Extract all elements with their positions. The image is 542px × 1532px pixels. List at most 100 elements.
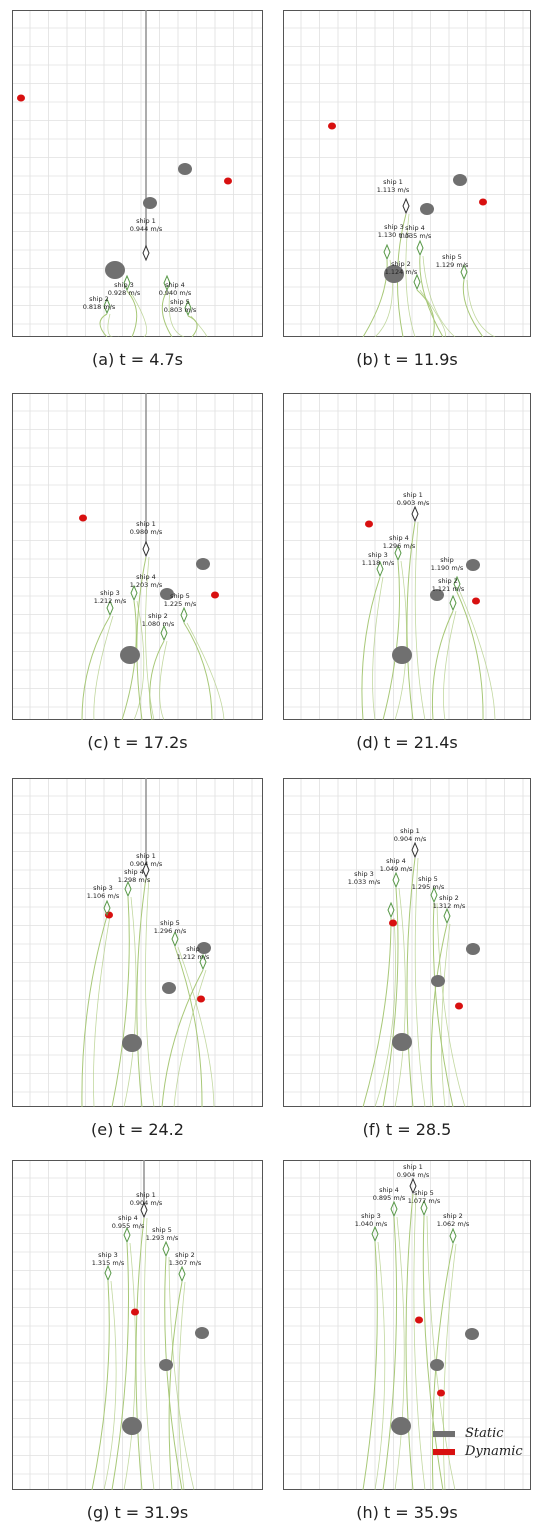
ship-name-label: ship 2: [391, 260, 411, 268]
static-obstacle: [178, 163, 192, 175]
trajectory-trail: [394, 887, 406, 1107]
ship-speed-label: 0.895 m/s: [373, 1194, 406, 1202]
ship-speed-label: 1.295 m/s: [412, 883, 445, 891]
trajectory-trail: [173, 969, 207, 1107]
trajectory-trail: [123, 1242, 136, 1490]
ship-name-label: ship 5: [414, 1189, 434, 1197]
grid-lines: [284, 394, 530, 719]
panel-h-caption: (h) t = 35.9s: [356, 1503, 458, 1522]
static-obstacle: [392, 646, 412, 664]
ship-marker: [402, 197, 410, 215]
ship-speed-label: 0.928 m/s: [108, 289, 141, 297]
dynamic-obstacle: [211, 591, 219, 599]
trajectory-trail: [159, 640, 168, 720]
dynamic-obstacle: [224, 177, 232, 185]
trajectory-trail: [135, 1217, 145, 1490]
trajectory-trail: [405, 213, 416, 337]
ship-name-label: ship 4: [165, 281, 185, 289]
ship-marker: [413, 273, 421, 291]
ship-name-label: ship 3: [368, 551, 388, 559]
ship-speed-label: 1.033 m/s: [348, 878, 381, 886]
panel-e-caption: (e) t = 24.2: [91, 1120, 184, 1139]
static-obstacle: [465, 1328, 479, 1340]
trajectory-trail: [422, 255, 456, 337]
ship-name-label: ship 3: [93, 884, 113, 892]
trajectory-trail: [462, 279, 484, 337]
ship-speed-label: 1.113 m/s: [377, 186, 410, 194]
trajectory-trail: [187, 315, 198, 337]
ship-marker: [409, 1177, 417, 1195]
grid-lines: [284, 779, 530, 1106]
ship-name-label: ship 2: [175, 1251, 195, 1259]
ship-marker: [178, 1265, 186, 1283]
static-obstacle: [453, 174, 467, 186]
ship-speed-label: 1.293 m/s: [146, 1234, 179, 1242]
static-obstacle: [105, 261, 125, 279]
ship-speed-label: 1.135 m/s: [399, 232, 432, 240]
trajectory-trail: [149, 640, 165, 720]
static-obstacle: [384, 265, 404, 283]
trajectory-trail: [382, 560, 401, 720]
ship-marker: [180, 606, 188, 624]
panel-frame: [283, 393, 531, 720]
ship-name-label: ship 4: [386, 857, 406, 865]
ship-marker: [142, 540, 150, 558]
ship-name-label: ship 3: [361, 1212, 381, 1220]
panel-frame: [12, 10, 263, 337]
ship-name-label: ship 2: [148, 612, 168, 620]
ship-marker: [171, 930, 179, 948]
trajectory-trail: [190, 315, 208, 337]
ship-speed-label: 1.307 m/s: [169, 1259, 202, 1267]
ship-marker: [106, 599, 114, 617]
static-obstacle: [159, 1359, 173, 1371]
legend-dynamic-swatch: [433, 1448, 455, 1455]
ship-name-label: ship 4: [389, 534, 409, 542]
trajectory-trail: [136, 877, 147, 1107]
trajectory-trail: [382, 887, 399, 1107]
panel-c-canvas: ship 10.980 m/s ship 41.203 m/s ship 31.21…: [12, 393, 263, 720]
panel-h-canvas: ship 10.904 m/s ship 40.895 m/s ship 51.07…: [283, 1160, 531, 1490]
ship-name-label: ship 4: [124, 868, 144, 876]
trajectory-trail: [99, 313, 108, 337]
trajectory-trail: [164, 1256, 183, 1490]
ship-name-label: ship 3: [384, 223, 404, 231]
ship-speed-label: 1.212 m/s: [94, 597, 127, 605]
trajectory-trail: [406, 857, 416, 1107]
panel-frame: [283, 10, 531, 337]
ship-speed-label: 1.106 m/s: [87, 892, 120, 900]
static-obstacle: [391, 1417, 411, 1435]
ship-speed-label: 1.121 m/s: [432, 585, 465, 593]
ship-speed-label: 0.980 m/s: [130, 528, 163, 536]
ship-marker: [103, 899, 111, 917]
trajectory-trail: [168, 1256, 195, 1490]
ship-name-label: ship 5: [442, 253, 462, 261]
trajectory-trail: [436, 902, 466, 1107]
trajectory-trail: [91, 1280, 110, 1490]
panel-b: ship 1 1.113 m/s ship 3 1.130 m/s ship 4 1.13…: [283, 10, 531, 337]
ship-marker: [383, 243, 391, 261]
trajectory-trail: [419, 255, 444, 337]
ship-name-label: ship 1: [136, 852, 156, 860]
panel-e: ship 1 0.904 m/s ship 4 1.298 m/s ship 3 1.10…: [12, 778, 263, 1107]
ship-marker: [371, 1225, 379, 1243]
trajectory-trail: [443, 610, 457, 720]
ship-speed-label: 0.955 m/s: [112, 1222, 145, 1230]
panel-frame: [12, 1160, 263, 1490]
ship-speed-label: 1.077 m/s: [408, 1197, 441, 1205]
ship-marker: [142, 861, 150, 879]
ship-marker: [430, 886, 438, 904]
ship-marker: [411, 505, 419, 523]
ship-marker: [392, 871, 400, 889]
ship-name-label: ship 3: [98, 1251, 118, 1259]
trajectory-trail: [126, 290, 138, 337]
ship-speed-label: 0.904 m/s: [130, 1199, 163, 1207]
ship-name-label: ship 2: [443, 1212, 463, 1220]
grid-lines: [284, 11, 530, 336]
ship-marker: [420, 1199, 428, 1217]
panel-a: ship 1 0.944 m/s ship 2 0.818 m/s ship 3 0.92…: [12, 10, 263, 337]
trajectory-trail: [362, 259, 388, 337]
static-obstacle: [160, 588, 174, 600]
trajectory-trail: [374, 917, 396, 1107]
trajectory-trail: [466, 279, 496, 337]
ship-speed-label: 1.080 m/s: [142, 620, 175, 628]
